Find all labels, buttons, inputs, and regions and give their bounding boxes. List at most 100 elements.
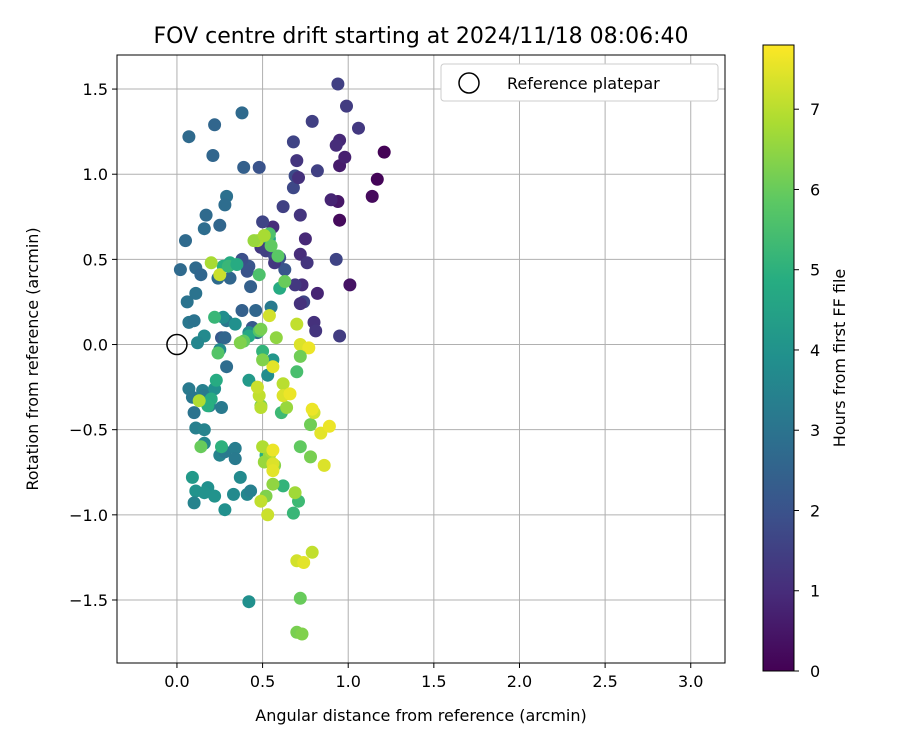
data-point (293, 297, 307, 311)
colorbar (762, 44, 795, 672)
data-point (185, 470, 199, 484)
x-tick-label: 3.0 (678, 672, 703, 691)
data-point (215, 440, 228, 454)
data-point (182, 130, 196, 144)
data-point (286, 506, 300, 520)
data-point (257, 229, 271, 242)
legend-box (440, 63, 719, 102)
grid (117, 55, 725, 663)
data-point (197, 222, 211, 236)
data-point (271, 249, 285, 263)
data-point (333, 329, 347, 343)
y-tick-label: 1.5 (83, 80, 108, 99)
y-ticks: −1.5 −1.0 −0.5 0.0 0.5 1.0 1.5 (69, 80, 117, 610)
data-point (187, 314, 201, 328)
data-point (276, 479, 290, 493)
data-point (300, 256, 314, 270)
data-point (333, 213, 347, 227)
data-point (237, 160, 251, 174)
data-point (227, 487, 240, 501)
data-point (187, 406, 201, 420)
chart-title: FOV centre drift starting at 2024/11/18 … (154, 24, 689, 49)
data-point (208, 489, 222, 503)
data-point (215, 401, 228, 414)
data-point (218, 503, 232, 517)
data-point (218, 331, 232, 345)
data-point (228, 441, 242, 455)
x-tick-label: 2.0 (507, 672, 532, 691)
plot-frame (116, 54, 726, 664)
data-point (288, 278, 302, 292)
data-point (292, 171, 305, 185)
data-point (228, 452, 242, 466)
data-point (266, 464, 280, 478)
data-point (199, 208, 213, 222)
data-point (228, 317, 242, 331)
data-point (266, 477, 280, 491)
data-point (297, 556, 311, 569)
legend: Reference platepar (440, 63, 719, 102)
y-axis-label: Rotation from reference (arcmin) (23, 227, 42, 490)
data-point (230, 258, 244, 271)
data-point (329, 252, 343, 266)
data-point (309, 324, 323, 338)
data-point (211, 346, 225, 360)
data-point (213, 218, 227, 232)
colorbar-tick-label: 5 (810, 261, 820, 280)
legend-label: Reference platepar (507, 74, 660, 93)
data-point (180, 295, 194, 309)
y-tick-label: 0.0 (83, 336, 108, 355)
data-point (194, 268, 208, 282)
colorbar-tick-label: 1 (810, 582, 820, 601)
data-point (343, 278, 357, 292)
x-tick-label: 1.5 (421, 672, 446, 691)
data-point (209, 373, 223, 387)
data-point (293, 440, 307, 454)
data-point (173, 263, 187, 277)
x-tick-label: 0.0 (164, 672, 189, 691)
data-point (329, 138, 343, 152)
data-point (244, 280, 258, 294)
data-point (235, 106, 249, 120)
data-point (256, 440, 270, 454)
data-point (302, 341, 316, 355)
data-point (192, 394, 206, 408)
data-point (305, 545, 319, 559)
data-point (256, 353, 270, 367)
data-point (208, 118, 222, 132)
data-point (352, 121, 365, 135)
data-point (276, 377, 290, 391)
data-point (286, 135, 300, 149)
data-point (310, 286, 324, 300)
data-point (220, 360, 234, 374)
data-point (269, 331, 283, 345)
data-point (304, 418, 317, 432)
y-tick-label: 0.5 (83, 250, 108, 269)
data-point (223, 271, 237, 285)
data-point (365, 189, 379, 203)
data-point (208, 310, 222, 324)
data-point (290, 154, 304, 168)
data-point (252, 268, 266, 282)
colorbar-tick-label: 2 (810, 501, 820, 520)
data-point (189, 286, 203, 300)
data-point (293, 208, 307, 222)
data-point (252, 160, 266, 174)
y-tick-label: 1.0 (83, 165, 108, 184)
data-point (304, 450, 317, 464)
data-point (197, 423, 211, 437)
colorbar-tick-label: 4 (810, 341, 820, 360)
x-axis-label: Angular distance from reference (arcmin) (255, 706, 586, 725)
data-point (338, 150, 352, 164)
data-point (261, 508, 275, 522)
data-point (262, 309, 276, 323)
data-point (340, 99, 353, 113)
y-tick-label: −0.5 (69, 421, 108, 440)
colorbar-tick-label: 3 (810, 421, 820, 440)
colorbar-label: Hours from first FF file (830, 269, 849, 448)
data-point (242, 595, 256, 609)
data-point (249, 304, 263, 317)
data-point (191, 336, 204, 350)
y-tick-label: −1.5 (69, 591, 108, 610)
